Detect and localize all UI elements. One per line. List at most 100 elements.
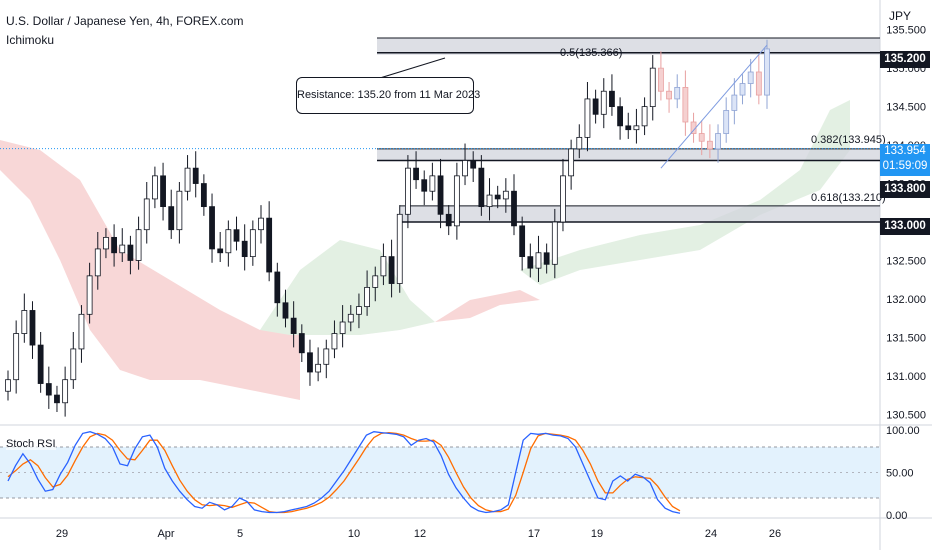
y-tick-label: 132.500	[886, 255, 926, 267]
stoch-tick-label: 50.00	[886, 468, 914, 480]
candle-body	[706, 140, 713, 150]
candle-body	[698, 133, 705, 142]
ichimoku-cloud-bear	[0, 140, 300, 400]
candle-body	[494, 194, 501, 200]
candle-body	[747, 71, 754, 84]
candle-body	[339, 321, 346, 334]
ichimoku-cloud-bull	[260, 240, 435, 335]
candle-body	[209, 206, 215, 250]
fib-0.618-label: 0.618(133.210)	[811, 192, 886, 204]
candle-body	[633, 125, 640, 131]
candle-body	[78, 313, 85, 350]
candle-body	[62, 379, 69, 404]
candle-body	[307, 352, 313, 373]
candle-body	[421, 179, 428, 192]
candle-body	[405, 167, 411, 215]
candle-body	[298, 333, 305, 354]
fib-0.382-label: 0.382(133.945)	[811, 134, 886, 146]
current-price-tag: 133.954 01:59:09	[880, 144, 930, 176]
candle-body	[723, 110, 730, 134]
candle-body	[5, 379, 11, 392]
candle-body	[347, 313, 354, 323]
x-tick-label: 26	[769, 528, 781, 540]
candle-body	[519, 225, 526, 258]
candle-body	[674, 86, 681, 100]
candle-body	[649, 67, 656, 108]
candle-body	[364, 286, 370, 308]
candle-body	[625, 125, 632, 131]
candle-body	[372, 275, 379, 288]
candle-body	[551, 221, 558, 265]
candle-body	[543, 252, 550, 265]
support-upper-tag: 133.800	[880, 181, 930, 198]
candle-body	[160, 175, 166, 208]
candle-body	[127, 244, 134, 261]
stoch-rsi-label[interactable]: Stoch RSI	[6, 438, 56, 450]
support-zone-lower	[400, 205, 880, 222]
candle-body	[225, 229, 232, 254]
candle-body	[396, 213, 403, 284]
currency-label: JPY	[889, 9, 912, 23]
support-zone-upper	[377, 148, 880, 161]
candle-body	[470, 160, 477, 169]
candle-body	[682, 86, 689, 123]
candle-body	[290, 317, 297, 334]
stoch-d-line	[7, 431, 681, 514]
candle-body	[764, 48, 770, 96]
candle-body	[592, 98, 599, 115]
ichimoku-cloud-bear-2	[435, 290, 540, 322]
candle-body	[413, 167, 419, 181]
x-tick-label: 24	[705, 528, 717, 540]
current-price: 133.954	[884, 145, 926, 157]
y-tick-label: 130.500	[886, 409, 926, 421]
candle-body	[200, 183, 207, 208]
candle-body	[584, 98, 591, 138]
bar-countdown: 01:59:09	[882, 160, 928, 172]
x-tick-label: 5	[237, 528, 243, 540]
candle-body	[103, 236, 109, 250]
candle-body	[429, 175, 436, 192]
candle-body	[119, 244, 126, 254]
candle-body	[94, 248, 101, 277]
stoch-k-line	[7, 431, 681, 514]
resistance-callout[interactable]: Resistance: 135.20 from 11 Mar 2023	[296, 77, 480, 114]
candle-body	[315, 363, 322, 373]
y-tick-label: 132.000	[886, 294, 926, 306]
candle-body	[176, 190, 183, 231]
candle-body	[437, 175, 444, 215]
candle-body	[356, 306, 362, 315]
candle-body	[617, 106, 623, 127]
candle-body	[486, 194, 493, 208]
candle-body	[135, 229, 142, 261]
candle-body	[54, 394, 60, 404]
x-tick-label: 29	[56, 528, 68, 540]
candle-body	[217, 248, 224, 254]
candle-body	[143, 198, 150, 231]
candle-body	[535, 252, 542, 269]
y-tick-label: 135.500	[886, 25, 926, 37]
indicator-label[interactable]: Ichimoku	[6, 33, 55, 47]
projection-trendline	[660, 44, 768, 169]
candle-body	[739, 83, 746, 96]
y-tick-label: 131.500	[886, 332, 926, 344]
candle-body	[600, 90, 607, 115]
x-tick-label: 10	[348, 528, 360, 540]
resistance-price-tag: 135.200	[880, 51, 930, 68]
candle-body	[282, 302, 289, 319]
candle-body	[462, 160, 468, 177]
candle-body	[184, 167, 191, 192]
fib-0.5-label: 0.5(135.366)	[560, 47, 623, 59]
candles-group	[5, 39, 770, 417]
candle-body	[258, 217, 264, 231]
candle-body	[502, 190, 509, 200]
resistance-zone	[377, 38, 880, 55]
candle-body	[37, 344, 44, 384]
candle-body	[266, 217, 273, 273]
candle-body	[576, 136, 583, 150]
candle-body	[70, 348, 77, 381]
candle-body	[168, 206, 175, 231]
candle-body	[568, 148, 575, 177]
candle-body	[666, 90, 672, 100]
candle-body	[13, 333, 20, 381]
